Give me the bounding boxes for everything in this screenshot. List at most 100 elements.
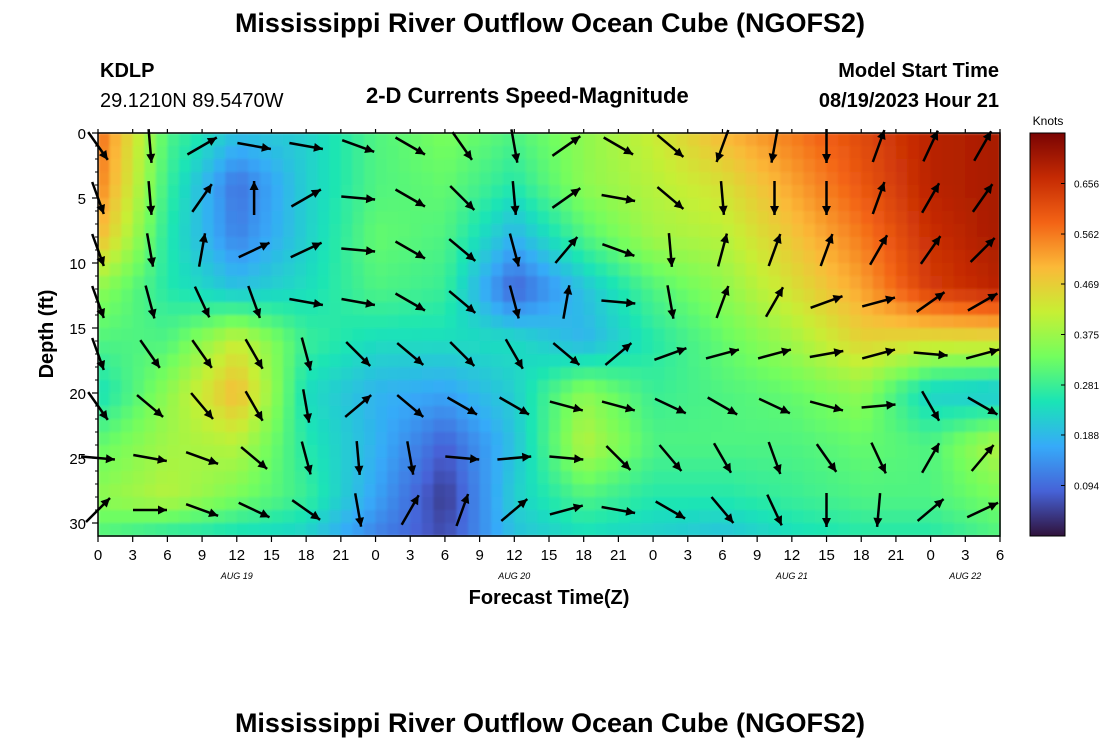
heatmap-cell — [433, 276, 446, 290]
heatmap-cell — [421, 276, 434, 290]
heatmap-cell — [433, 250, 446, 264]
current-arrow — [973, 130, 993, 162]
current-arrow — [656, 134, 685, 158]
heatmap-cell — [791, 328, 805, 342]
heatmap-cell — [988, 393, 1001, 407]
heatmap-cell — [641, 458, 654, 472]
heatmap-cell — [583, 276, 596, 290]
heatmap-cell — [745, 380, 758, 394]
current-arrow — [136, 394, 164, 418]
heatmap-cell — [722, 185, 735, 199]
heatmap-cell — [757, 263, 770, 277]
heatmap-cell — [976, 523, 990, 537]
heatmap-cell — [340, 302, 354, 316]
heatmap-cell — [549, 367, 562, 381]
current-arrow — [654, 397, 687, 415]
heatmap-cell — [190, 367, 203, 381]
heatmap-cell — [167, 315, 180, 329]
heatmap-cell — [525, 419, 539, 433]
heatmap-cell — [340, 198, 354, 212]
heatmap-cell — [699, 250, 712, 264]
current-arrow — [873, 492, 883, 528]
heatmap-cell — [387, 367, 400, 381]
heatmap-cell — [595, 419, 608, 433]
heatmap-cell — [583, 354, 596, 368]
heatmap-cell — [919, 354, 932, 368]
heatmap-cell — [375, 159, 388, 173]
heatmap-cell — [687, 523, 700, 537]
current-arrow — [919, 235, 942, 265]
heatmap-cell — [456, 471, 469, 485]
heatmap-cell — [895, 419, 909, 433]
heatmap-cell — [271, 211, 284, 225]
heatmap-cell — [664, 367, 677, 381]
heatmap-cell — [178, 159, 192, 173]
heatmap-cell — [907, 445, 920, 459]
heatmap-cell — [144, 458, 157, 472]
heatmap-cell — [606, 250, 619, 264]
heatmap-cell — [363, 510, 377, 524]
heatmap-cell — [329, 146, 342, 160]
heatmap-cell — [849, 432, 862, 446]
heatmap-cell — [988, 276, 1001, 290]
heatmap-cell — [479, 458, 492, 472]
heatmap-cell — [641, 289, 654, 303]
heatmap-cell — [167, 289, 180, 303]
heatmap-cell — [641, 237, 654, 251]
heatmap-cell — [479, 276, 492, 290]
heatmap-cell — [375, 276, 388, 290]
heatmap-cell — [444, 211, 458, 225]
heatmap-cell — [502, 445, 515, 459]
heatmap-cell — [468, 432, 481, 446]
x-axis: 0 3 6 9 12 15 18 21 0 3 6 9 12 15 18 21 0 3 6 9 12 15 18 21 0 3 6A… — [94, 129, 1004, 581]
heatmap-cell — [953, 133, 966, 147]
heatmap-cell — [329, 315, 342, 329]
heatmap-cell — [814, 354, 828, 368]
heatmap-cell — [317, 419, 330, 433]
heatmap-cell — [294, 224, 307, 238]
heatmap-cell — [780, 211, 793, 225]
heatmap-cell — [710, 380, 724, 394]
heatmap-cell — [352, 523, 365, 537]
heatmap-cell — [109, 263, 122, 277]
heatmap-cell — [514, 276, 527, 290]
heatmap-cell — [907, 419, 920, 433]
heatmap-cell — [167, 484, 180, 498]
heatmap-cell — [895, 471, 909, 485]
heatmap-cell — [826, 276, 839, 290]
heatmap-cell — [433, 458, 446, 472]
current-arrow — [810, 295, 843, 309]
heatmap-cell — [387, 471, 400, 485]
heatmap-cell — [699, 393, 712, 407]
heatmap-cell — [965, 133, 978, 147]
heatmap-cell — [861, 289, 874, 303]
heatmap-cell — [780, 276, 793, 290]
heatmap-cell — [468, 419, 481, 433]
heatmap-cell — [641, 133, 654, 147]
heatmap-cell — [178, 510, 192, 524]
heatmap-cell — [676, 159, 689, 173]
heatmap-cell — [803, 328, 816, 342]
heatmap-cell — [907, 302, 920, 316]
heatmap-cell — [953, 159, 966, 173]
heatmap-cell — [976, 367, 990, 381]
heatmap-cell — [259, 419, 273, 433]
heatmap-cell — [317, 497, 330, 511]
heatmap-cell — [537, 406, 550, 420]
heatmap-cell — [283, 302, 296, 316]
heatmap-cell — [202, 484, 215, 498]
heatmap-cell — [144, 328, 157, 342]
heatmap-cell — [248, 328, 261, 342]
heatmap-cell — [121, 367, 134, 381]
heatmap-cell — [525, 224, 539, 238]
heatmap-cell — [98, 484, 111, 498]
heatmap-cell — [687, 419, 700, 433]
heatmap-cell — [491, 237, 504, 251]
heatmap-cell — [178, 393, 192, 407]
heatmap-cell — [363, 497, 377, 511]
heatmap-cell — [595, 263, 608, 277]
heatmap-cell — [687, 159, 700, 173]
heatmap-cell — [514, 380, 527, 394]
heatmap-cell — [514, 211, 527, 225]
heatmap-cell — [213, 146, 226, 160]
